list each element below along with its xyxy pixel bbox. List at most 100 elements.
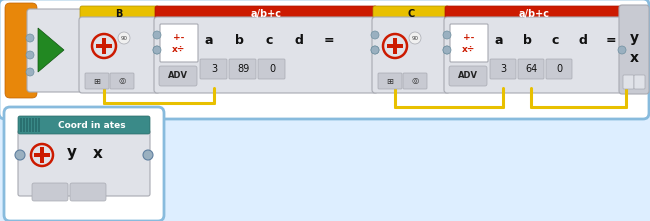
Text: a/b+c: a/b+c: [250, 9, 281, 19]
Text: ADV: ADV: [168, 72, 188, 80]
Text: ⊞: ⊞: [387, 76, 393, 86]
Text: +-: +-: [463, 32, 474, 42]
Circle shape: [153, 46, 161, 54]
FancyBboxPatch shape: [634, 75, 645, 89]
FancyBboxPatch shape: [70, 183, 106, 201]
FancyBboxPatch shape: [27, 9, 85, 92]
FancyBboxPatch shape: [5, 3, 37, 98]
FancyBboxPatch shape: [79, 17, 160, 93]
FancyBboxPatch shape: [619, 5, 649, 94]
Circle shape: [443, 46, 451, 54]
Circle shape: [443, 31, 451, 39]
Text: 0: 0: [269, 64, 275, 74]
Text: c: c: [551, 34, 559, 46]
Text: x÷: x÷: [172, 44, 186, 53]
Circle shape: [26, 51, 34, 59]
Bar: [387, 44, 403, 48]
Text: +-: +-: [174, 32, 185, 42]
Circle shape: [153, 31, 161, 39]
Polygon shape: [38, 28, 64, 72]
Circle shape: [26, 68, 34, 76]
Circle shape: [15, 150, 25, 160]
FancyBboxPatch shape: [373, 6, 449, 22]
Text: 0: 0: [556, 64, 562, 74]
Bar: [96, 44, 112, 48]
Circle shape: [153, 46, 161, 54]
Circle shape: [371, 46, 379, 54]
Circle shape: [618, 46, 626, 54]
Bar: [40, 147, 44, 163]
Text: B: B: [115, 9, 123, 19]
Text: 3: 3: [211, 64, 217, 74]
Text: x: x: [93, 145, 103, 160]
FancyBboxPatch shape: [546, 59, 572, 79]
Text: a: a: [205, 34, 213, 46]
FancyBboxPatch shape: [4, 107, 164, 221]
FancyBboxPatch shape: [623, 75, 634, 89]
FancyBboxPatch shape: [155, 6, 377, 22]
Text: c: c: [265, 34, 273, 46]
Text: y: y: [629, 31, 638, 45]
Text: 90: 90: [411, 36, 419, 40]
Circle shape: [118, 32, 130, 44]
Bar: [393, 38, 397, 54]
Text: b: b: [523, 34, 532, 46]
FancyBboxPatch shape: [403, 73, 427, 89]
Text: d: d: [294, 34, 304, 46]
Bar: [32, 118, 34, 132]
Text: x÷: x÷: [462, 44, 476, 53]
Text: a/b+c: a/b+c: [519, 9, 549, 19]
Bar: [26, 118, 27, 132]
Bar: [38, 118, 40, 132]
Text: x: x: [629, 51, 638, 65]
Text: y: y: [67, 145, 77, 160]
FancyBboxPatch shape: [450, 24, 488, 62]
Text: b: b: [235, 34, 244, 46]
FancyBboxPatch shape: [518, 59, 544, 79]
Bar: [35, 118, 36, 132]
Bar: [20, 118, 21, 132]
Text: =: =: [324, 34, 334, 46]
FancyBboxPatch shape: [32, 183, 68, 201]
FancyBboxPatch shape: [154, 17, 378, 93]
Bar: [102, 38, 106, 54]
Circle shape: [143, 150, 153, 160]
FancyBboxPatch shape: [445, 6, 624, 22]
Text: 90: 90: [120, 36, 127, 40]
Text: 64: 64: [525, 64, 537, 74]
Text: Coord in ates: Coord in ates: [58, 120, 126, 130]
Bar: [29, 118, 31, 132]
FancyBboxPatch shape: [18, 130, 150, 196]
FancyBboxPatch shape: [85, 73, 109, 89]
Text: =: =: [606, 34, 616, 46]
Circle shape: [26, 34, 34, 42]
FancyBboxPatch shape: [229, 59, 256, 79]
Text: C: C: [408, 9, 415, 19]
FancyBboxPatch shape: [0, 0, 649, 119]
Text: 89: 89: [237, 64, 249, 74]
FancyBboxPatch shape: [378, 73, 402, 89]
Circle shape: [371, 31, 379, 39]
Text: ◎: ◎: [411, 76, 419, 86]
Circle shape: [443, 46, 451, 54]
FancyBboxPatch shape: [490, 59, 516, 79]
FancyBboxPatch shape: [372, 17, 450, 93]
FancyBboxPatch shape: [200, 59, 227, 79]
Text: d: d: [578, 34, 588, 46]
FancyBboxPatch shape: [110, 73, 134, 89]
Text: a: a: [495, 34, 503, 46]
FancyBboxPatch shape: [18, 116, 150, 134]
Text: 3: 3: [500, 64, 506, 74]
Text: ⊞: ⊞: [94, 76, 101, 86]
FancyBboxPatch shape: [444, 17, 625, 93]
Circle shape: [371, 46, 379, 54]
Text: ADV: ADV: [458, 72, 478, 80]
FancyBboxPatch shape: [160, 24, 198, 62]
Circle shape: [409, 32, 421, 44]
Bar: [23, 118, 25, 132]
Text: ◎: ◎: [118, 76, 125, 86]
FancyBboxPatch shape: [159, 66, 197, 86]
FancyBboxPatch shape: [258, 59, 285, 79]
Bar: [34, 153, 50, 157]
FancyBboxPatch shape: [449, 66, 487, 86]
